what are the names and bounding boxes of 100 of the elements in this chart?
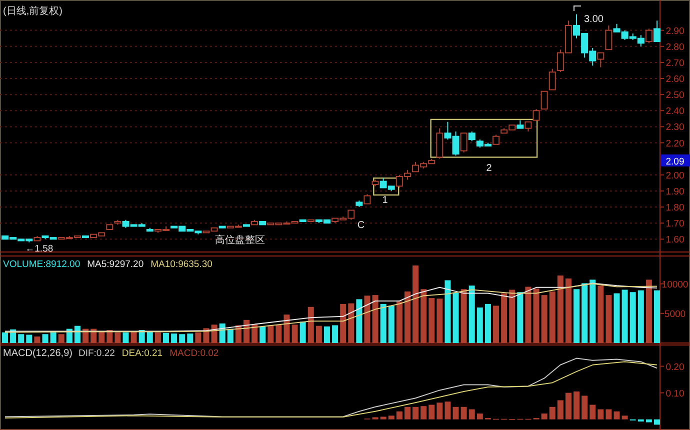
text: MA5:9297.20 <box>87 259 144 270</box>
bar <box>340 304 346 343</box>
bar <box>162 332 169 343</box>
bar <box>476 414 483 420</box>
bar <box>122 332 129 343</box>
annotation: 1 <box>382 195 388 206</box>
bar <box>590 404 596 420</box>
bar <box>622 416 628 420</box>
bar <box>396 302 402 343</box>
bar <box>476 307 483 343</box>
bar <box>582 283 588 343</box>
bar <box>356 299 362 343</box>
annotation: ←1.58 <box>25 243 54 254</box>
bar <box>154 332 161 343</box>
bar <box>18 334 24 343</box>
bar <box>517 292 524 343</box>
bar <box>388 306 394 343</box>
bar <box>444 402 451 420</box>
bar <box>308 306 314 343</box>
bar <box>484 304 491 343</box>
bar <box>50 332 56 343</box>
bar <box>171 334 178 343</box>
bar <box>412 265 419 343</box>
bar <box>388 416 394 420</box>
bar <box>372 295 378 343</box>
bar <box>452 406 459 420</box>
bar <box>428 404 435 420</box>
bar <box>436 402 443 420</box>
bar <box>428 298 435 343</box>
bar <box>460 406 467 420</box>
y-tick-label: 2.20 <box>666 138 684 150</box>
y-tick-label: 2.30 <box>666 122 684 134</box>
bar <box>590 280 596 343</box>
bar <box>26 334 32 343</box>
bar <box>412 406 419 420</box>
annotation: 2 <box>486 163 492 174</box>
bar <box>654 419 660 425</box>
bar <box>638 290 644 343</box>
bar <box>654 290 660 343</box>
bar <box>404 292 410 343</box>
bar <box>348 303 354 343</box>
bar <box>404 406 410 420</box>
bar <box>380 304 386 343</box>
bar <box>260 326 266 343</box>
bar <box>614 293 620 343</box>
bar <box>468 409 475 420</box>
bar <box>2 332 8 343</box>
bar <box>252 324 258 343</box>
bar <box>598 286 604 343</box>
bar <box>444 280 451 343</box>
y-tick-label: 2.80 <box>666 42 684 53</box>
text: MA10:9635.30 <box>150 259 212 270</box>
y-tick-label: 2.50 <box>666 90 684 102</box>
bar <box>452 292 459 343</box>
bar <box>557 276 564 343</box>
bar <box>606 295 612 343</box>
bar <box>468 286 475 343</box>
y-tick-label: 1.70 <box>666 218 684 230</box>
bar <box>42 334 48 343</box>
bar <box>268 325 274 343</box>
bar <box>396 411 402 420</box>
text: VOLUME:8912.00 <box>3 259 80 270</box>
bar <box>646 280 652 343</box>
bar <box>436 298 443 343</box>
y-tick-label: 1.80 <box>666 202 684 214</box>
bar <box>630 292 636 343</box>
bar <box>574 289 580 343</box>
y-tick-label: 2.00 <box>666 170 684 182</box>
y-tick-label: 2.40 <box>666 106 684 118</box>
bar <box>203 328 210 343</box>
y-tick-label: 2.90 <box>666 26 684 37</box>
bar <box>501 293 508 343</box>
y-tick-label: 0.10 <box>666 388 684 400</box>
bar <box>533 288 540 343</box>
bar <box>187 334 194 343</box>
bar <box>420 406 427 420</box>
bar <box>549 406 556 420</box>
bar <box>598 409 604 420</box>
bar <box>622 290 628 343</box>
y-tick-label: 2.70 <box>666 58 684 69</box>
bar <box>614 411 620 420</box>
bar <box>549 292 556 343</box>
bar <box>380 416 386 420</box>
chart-title: MACD(12,26,9) <box>3 348 72 359</box>
bar <box>332 325 338 343</box>
bar <box>276 324 282 343</box>
bar <box>460 289 467 343</box>
y-tick-label: 0.20 <box>666 362 684 373</box>
bar <box>565 278 572 343</box>
annotation: 3.00 <box>584 14 604 25</box>
annotation: 高位盘整区 <box>215 234 265 246</box>
bar <box>195 332 202 343</box>
bar <box>557 400 564 420</box>
y-tick-label: 1.90 <box>666 186 684 198</box>
text: DEA:0.21 <box>122 348 163 359</box>
bar <box>364 296 370 343</box>
y-tick-label: 2.60 <box>666 74 684 86</box>
annotation: 2.09 <box>666 156 684 168</box>
bar <box>565 392 572 420</box>
bar <box>292 324 298 343</box>
